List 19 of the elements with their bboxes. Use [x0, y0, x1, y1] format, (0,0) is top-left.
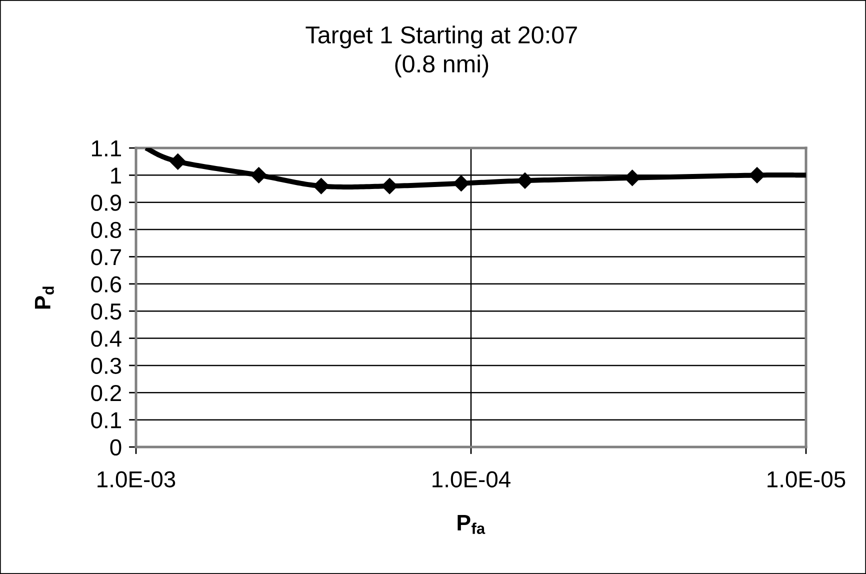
y-axis-title: P$_{d}$	[34, 286, 54, 309]
x-tick-label: 1.0E-05	[768, 471, 846, 488]
chart-title: Target 1 Starting at 20:07	[306, 26, 577, 48]
y-tick-label: 0.3	[91, 358, 122, 374]
y-tick-label: 1.1	[92, 140, 121, 156]
y-tick-label: 0.8	[91, 222, 122, 238]
chart-subtitle: (0.8 nmi)	[395, 54, 488, 78]
x-tick-label: 1.0E-03	[98, 471, 176, 488]
y-tick-label: 0.4	[91, 330, 122, 347]
y-tick-label: 0.9	[91, 194, 122, 211]
y-tick-label: 0.5	[91, 303, 122, 320]
y-tick-label: 0.1	[91, 412, 121, 428]
y-tick-label: 0.2	[91, 384, 121, 402]
y-tick-label: 0	[110, 439, 122, 456]
y-tick-label: 0.6	[91, 276, 122, 292]
y-tick-label: 0.7	[91, 249, 121, 266]
x-axis-title: P$_{fa}$	[458, 515, 486, 534]
x-tick-label: 1.0E-04	[432, 471, 510, 488]
y-tick-label: 1	[111, 168, 121, 184]
